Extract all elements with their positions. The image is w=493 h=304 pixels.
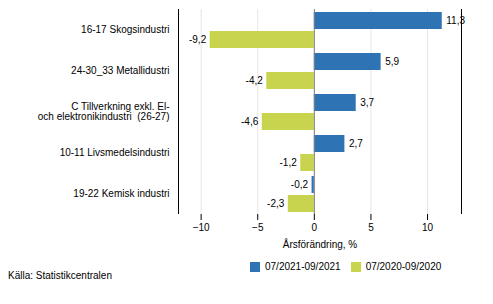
svg-text:0: 0: [312, 222, 318, 233]
svg-text:10-11 Livsmedelsindustri: 10-11 Livsmedelsindustri: [60, 147, 170, 158]
svg-text:-4,6: -4,6: [241, 116, 259, 127]
svg-text:11,3: 11,3: [446, 15, 465, 26]
svg-text:C Tillverkning exkl. El-och el: C Tillverkning exkl. El-och elektronikin…: [38, 101, 170, 122]
svg-text:10: 10: [422, 222, 434, 233]
svg-text:2,7: 2,7: [349, 138, 363, 149]
svg-text:-0,2: -0,2: [291, 179, 309, 190]
svg-text:5,9: 5,9: [385, 56, 399, 67]
svg-text:-1,2: -1,2: [280, 157, 298, 168]
html-text:Källa: Statistikcentralen: Källa: Statistikcentralen: [8, 270, 112, 281]
html-text:07/2021-09/2021: 07/2021-09/2021: [265, 261, 341, 272]
html-text:07/2020-09/2020: 07/2020-09/2020: [365, 261, 442, 272]
svg-text:−10: −10: [193, 222, 210, 233]
svg-text:−5: −5: [252, 222, 264, 233]
svg-text:24-30_33 Metallidustri: 24-30_33 Metallidustri: [71, 65, 169, 76]
svg-text:Årsförändring, %: Årsförändring, %: [283, 238, 358, 250]
svg-text:19-22 Kemisk industri: 19-22 Kemisk industri: [73, 188, 169, 199]
svg-text:-9,2: -9,2: [189, 34, 207, 45]
svg-text:16-17 Skogsindustri: 16-17 Skogsindustri: [81, 24, 169, 35]
svg-text:-4,2: -4,2: [246, 75, 264, 86]
svg-text:-2,3: -2,3: [267, 198, 285, 209]
svg-text:5: 5: [368, 222, 374, 233]
svg-text:3,7: 3,7: [360, 97, 374, 108]
